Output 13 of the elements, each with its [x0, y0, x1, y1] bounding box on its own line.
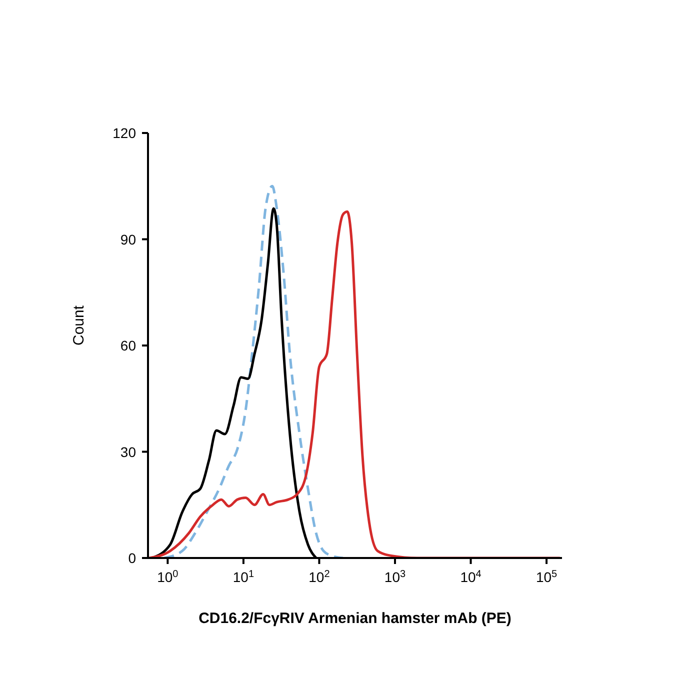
x-tick-label: 10$^{5}$ [536, 568, 558, 585]
y-tick-label: 120 [112, 125, 136, 141]
y-tick-label: 0 [128, 550, 136, 566]
x-tick-label: 10$^{2}$ [308, 568, 330, 585]
y-axis-title: Count [70, 304, 88, 346]
x-tick-label: 10$^{3}$ [384, 568, 406, 585]
x-axis-title: CD16.2/FcγRIV Armenian hamster mAb (PE) [198, 610, 512, 627]
x-tick-label: 10$^{0}$ [157, 568, 179, 585]
x-tick-label: 10$^{1}$ [232, 568, 254, 585]
x-tick-label: 10$^{4}$ [460, 568, 482, 585]
y-tick-label: 30 [120, 444, 136, 460]
y-tick-label: 60 [120, 338, 136, 354]
y-tick-label: 90 [120, 231, 136, 248]
